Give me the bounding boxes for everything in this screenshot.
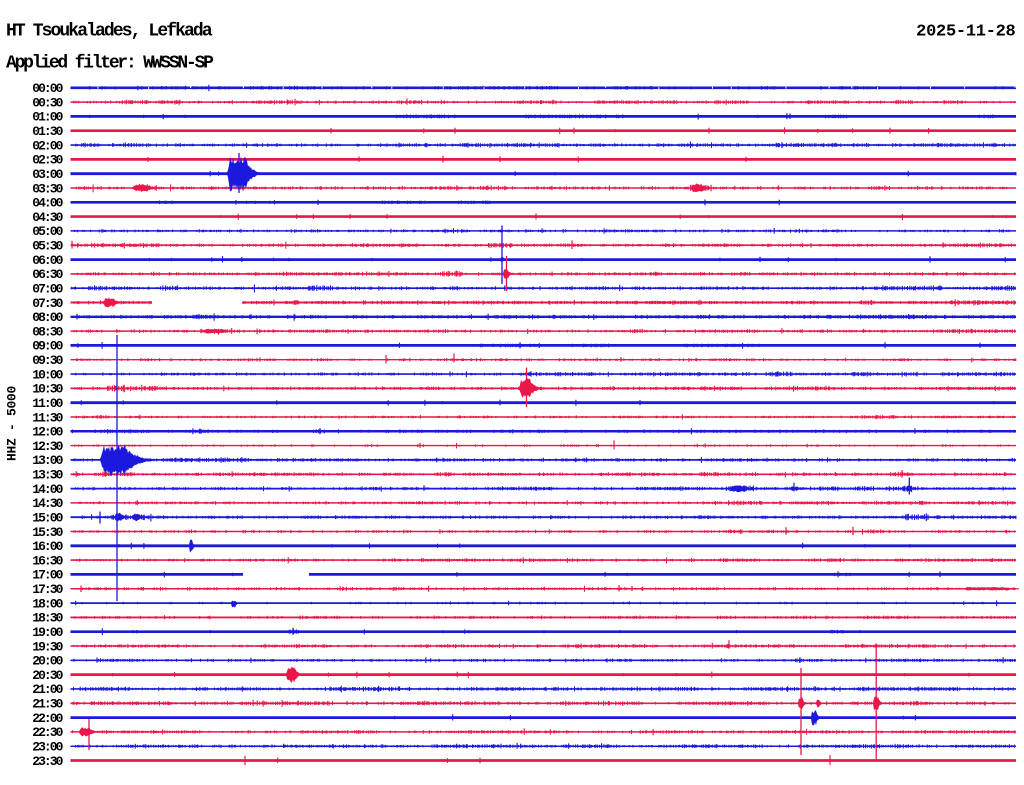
svg-text:02:30: 02:30 (32, 153, 63, 168)
svg-text:00:30: 00:30 (32, 95, 63, 110)
svg-text:21:00: 21:00 (32, 682, 63, 697)
svg-text:18:00: 18:00 (32, 596, 63, 611)
svg-text:21:30: 21:30 (32, 697, 63, 712)
svg-text:15:30: 15:30 (32, 525, 63, 540)
svg-text:11:00: 11:00 (32, 396, 63, 411)
svg-text:20:00: 20:00 (32, 654, 63, 669)
svg-text:Applied filter: WWSSN-SP: Applied filter: WWSSN-SP (6, 53, 214, 73)
svg-text:09:30: 09:30 (32, 353, 63, 368)
svg-text:14:00: 14:00 (32, 482, 63, 497)
svg-text:04:30: 04:30 (32, 210, 63, 225)
svg-text:16:30: 16:30 (32, 553, 63, 568)
svg-text:08:00: 08:00 (32, 310, 63, 325)
svg-text:HT Tsoukalades, Lefkada: HT Tsoukalades, Lefkada (6, 22, 213, 42)
svg-text:2025-11-28: 2025-11-28 (916, 22, 1015, 41)
svg-text:01:00: 01:00 (32, 110, 63, 125)
svg-text:05:30: 05:30 (32, 239, 63, 254)
svg-text:22:00: 22:00 (32, 711, 63, 726)
svg-text:23:30: 23:30 (32, 754, 63, 769)
svg-text:09:00: 09:00 (32, 339, 63, 354)
svg-text:13:00: 13:00 (32, 453, 63, 468)
svg-text:01:30: 01:30 (32, 124, 63, 139)
svg-text:04:00: 04:00 (32, 196, 63, 211)
svg-text:19:30: 19:30 (32, 639, 63, 654)
svg-text:HHZ - 5000: HHZ - 5000 (5, 385, 20, 461)
svg-text:19:00: 19:00 (32, 625, 63, 640)
svg-text:16:00: 16:00 (32, 539, 63, 554)
svg-text:13:30: 13:30 (32, 468, 63, 483)
svg-text:18:30: 18:30 (32, 611, 63, 626)
svg-text:23:00: 23:00 (32, 740, 63, 755)
svg-text:12:30: 12:30 (32, 439, 63, 454)
svg-text:10:30: 10:30 (32, 382, 63, 397)
svg-text:20:30: 20:30 (32, 668, 63, 683)
svg-text:07:30: 07:30 (32, 296, 63, 311)
svg-text:12:00: 12:00 (32, 425, 63, 440)
svg-text:03:00: 03:00 (32, 167, 63, 182)
svg-text:17:00: 17:00 (32, 568, 63, 583)
svg-text:22:30: 22:30 (32, 725, 63, 740)
svg-text:06:00: 06:00 (32, 253, 63, 268)
svg-text:14:30: 14:30 (32, 496, 63, 511)
svg-text:10:00: 10:00 (32, 367, 63, 382)
svg-text:07:00: 07:00 (32, 282, 63, 297)
svg-text:15:00: 15:00 (32, 511, 63, 526)
svg-text:11:30: 11:30 (32, 410, 63, 425)
svg-text:02:00: 02:00 (32, 138, 63, 153)
svg-text:06:30: 06:30 (32, 267, 63, 282)
svg-text:05:00: 05:00 (32, 224, 63, 239)
svg-text:17:30: 17:30 (32, 582, 63, 597)
svg-text:00:00: 00:00 (32, 81, 63, 96)
svg-text:08:30: 08:30 (32, 324, 63, 339)
svg-text:03:30: 03:30 (32, 181, 63, 196)
